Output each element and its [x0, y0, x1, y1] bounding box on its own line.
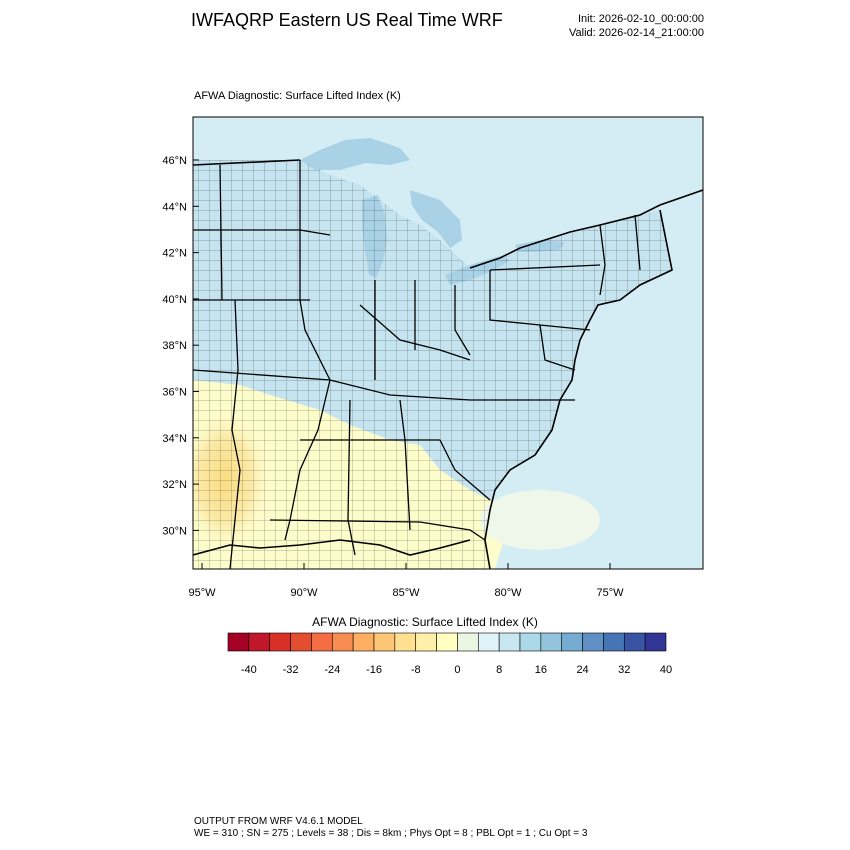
page-title: IWFAQRP Eastern US Real Time WRF — [191, 10, 503, 30]
lat-tick-label: 40°N — [162, 294, 187, 306]
lat-tick-label: 42°N — [162, 248, 187, 260]
longitude-axis: 95°W 90°W 85°W 80°W 75°W — [188, 563, 624, 599]
lon-tick-label: 75°W — [596, 587, 624, 599]
colorbar-swatch — [415, 632, 437, 652]
colorbar-swatch — [623, 632, 646, 652]
lat-tick-label: 34°N — [162, 433, 187, 445]
colorbar-label: 0 — [454, 664, 460, 676]
county-lines — [193, 160, 672, 569]
colorbar-label: -16 — [366, 664, 382, 676]
footer-model-info: OUTPUT FROM WRF V4.6.1 MODEL — [194, 816, 363, 827]
colorbar-swatch — [644, 632, 667, 652]
colorbar-labels: -40 -32 -24 -16 -8 0 8 16 24 32 40 — [241, 664, 672, 676]
latitude-axis: 46°N 44°N 42°N 40°N 38°N 36°N 34°N 32°N 30°N — [162, 155, 199, 537]
colorbar-swatch — [498, 632, 521, 652]
colorbar-label: 16 — [535, 664, 547, 676]
footer-config-info: WE = 310 ; SN = 275 ; Levels = 38 ; Dis … — [194, 828, 588, 839]
colorbar-swatch — [457, 632, 479, 652]
colorbar-label: -8 — [411, 664, 421, 676]
colorbar-swatch — [331, 632, 354, 652]
colorbar-swatch — [603, 632, 625, 652]
lat-tick-label: 36°N — [162, 387, 187, 399]
lon-tick-label: 85°W — [392, 587, 420, 599]
lake-huron — [410, 190, 462, 248]
lon-tick-label: 95°W — [188, 587, 216, 599]
valid-time: Valid: 2026-02-14_21:00:00 — [569, 27, 704, 39]
lat-tick-label: 46°N — [162, 155, 187, 167]
colorbar-swatch — [352, 632, 375, 652]
lat-tick-label: 30°N — [162, 525, 187, 537]
lake-superior — [300, 138, 410, 170]
colorbar-swatch — [477, 632, 500, 652]
colorbar-swatch — [311, 632, 333, 652]
colorbar-swatch — [269, 632, 291, 652]
colorbar-label: -32 — [283, 664, 299, 676]
lat-tick-label: 44°N — [162, 201, 187, 213]
colorbar-swatch — [290, 632, 312, 652]
lon-tick-label: 80°W — [494, 587, 522, 599]
lat-tick-label: 38°N — [162, 340, 187, 352]
map-subtitle: AFWA Diagnostic: Surface Lifted Index (K… — [194, 90, 401, 102]
colorbar-swatch — [519, 632, 542, 652]
lat-tick-label: 32°N — [162, 479, 187, 491]
colorbar-swatch — [540, 632, 563, 652]
colorbar-label: 40 — [660, 664, 672, 676]
colorbar-swatch — [373, 632, 396, 652]
colorbar-label: 32 — [618, 664, 630, 676]
map-frame — [192, 116, 704, 570]
colorbar-swatch — [248, 632, 271, 652]
state-boundaries — [193, 160, 641, 569]
colorbar-title: AFWA Diagnostic: Surface Lifted Index (K… — [312, 615, 538, 629]
colorbar-swatch — [582, 632, 604, 652]
colorbar — [227, 632, 667, 652]
colorbar-swatch — [436, 632, 458, 652]
map-plot-area — [193, 117, 703, 569]
colorbar-swatch — [394, 632, 417, 652]
colorbar-swatch — [227, 632, 250, 652]
coastline — [193, 159, 703, 569]
colorbar-label: 24 — [576, 664, 588, 676]
colorbar-label: -24 — [324, 664, 340, 676]
colorbar-label: 8 — [496, 664, 502, 676]
colorbar-swatch — [561, 632, 583, 652]
atlantic-warm-water — [480, 490, 600, 550]
colorbar-label: -40 — [241, 664, 257, 676]
init-time: Init: 2026-02-10_00:00:00 — [578, 13, 704, 25]
lon-tick-label: 90°W — [290, 587, 318, 599]
